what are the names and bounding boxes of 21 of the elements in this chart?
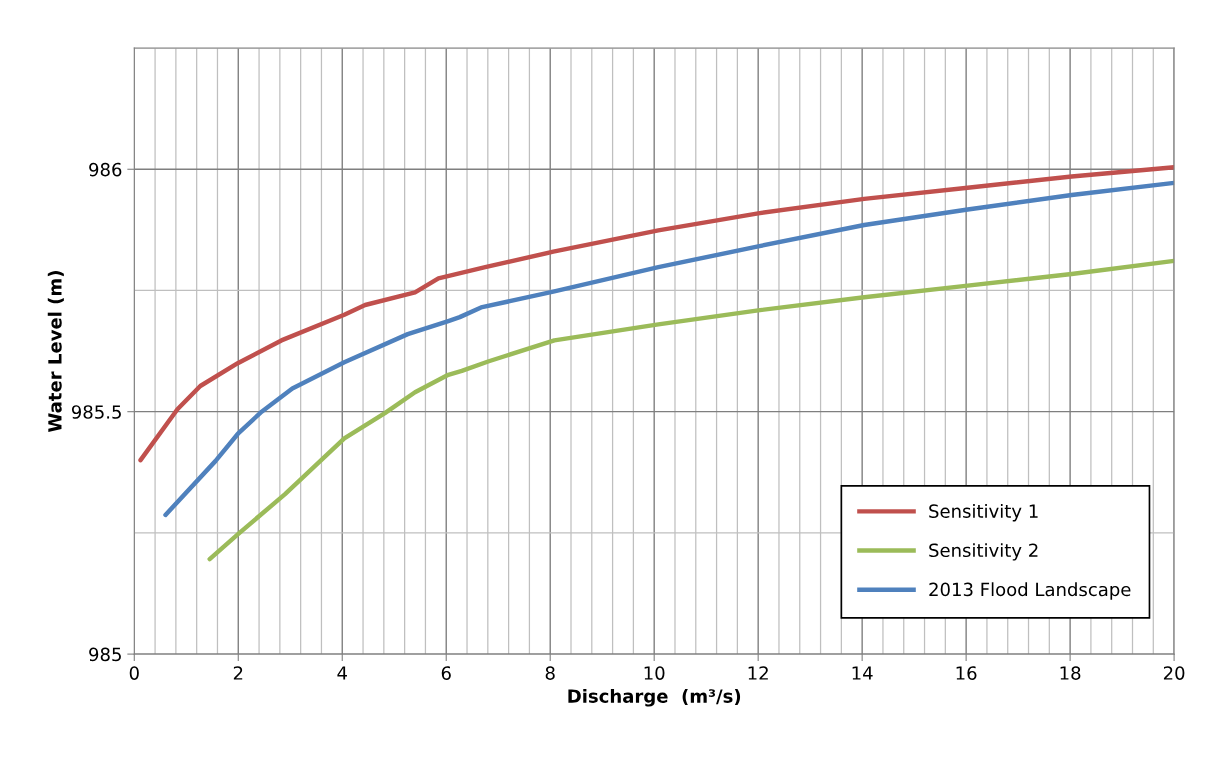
line-series	[138, 165, 1175, 463]
x-tick-label: 18	[1060, 666, 1081, 680]
legend-label: Sensitivity 2	[929, 543, 1038, 561]
x-tick-label: 16	[956, 666, 977, 680]
line-series	[207, 258, 1175, 562]
legend-label: Sensitivity 1	[929, 503, 1038, 522]
x-tick-label: 0	[129, 666, 139, 680]
x-tick-label: 12	[748, 666, 768, 680]
x-tick-label: 14	[852, 666, 873, 680]
x-axis-title: Discharge (m³/s)	[568, 688, 741, 707]
x-tick-label: 10	[644, 666, 665, 680]
x-tick-label: 6	[441, 666, 451, 680]
x-tick-label: 2	[233, 666, 243, 680]
y-axis-title: Water Level (m)	[47, 271, 64, 433]
legend-label: 2013 Flood Landscape	[929, 582, 1131, 600]
y-tick-label: 985	[89, 647, 121, 662]
x-tick-label: 8	[545, 666, 555, 680]
x-tick-label: 4	[337, 666, 347, 680]
y-tick-label: 985.5	[71, 405, 121, 419]
y-tick-label: 986	[89, 162, 122, 177]
x-tick-label: 20	[1163, 666, 1185, 680]
